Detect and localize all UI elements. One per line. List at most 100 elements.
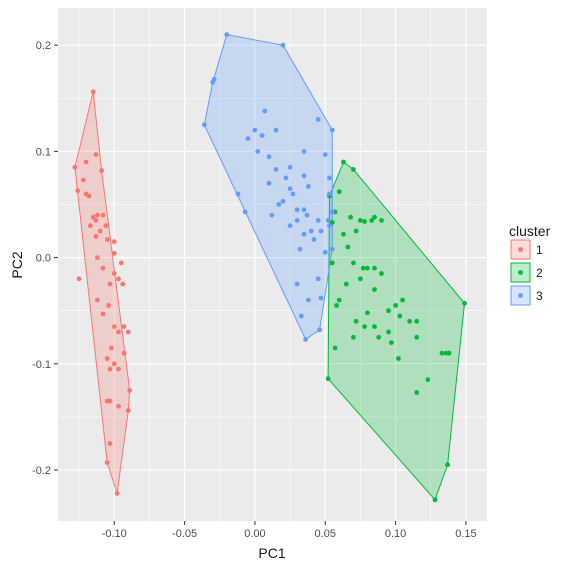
- cluster-3-point: [311, 237, 317, 242]
- cluster-1-point: [104, 237, 110, 242]
- cluster-3-point: [325, 218, 331, 223]
- cluster-2-point: [372, 214, 377, 220]
- cluster-1-point: [80, 177, 86, 183]
- cluster-2-point: [325, 376, 331, 382]
- y-axis-title: PC2: [9, 251, 25, 278]
- cluster-1-hull: [74, 91, 131, 494]
- cluster-2-point: [445, 462, 450, 468]
- x-tick-label: -0.10: [102, 528, 127, 540]
- cluster-1-point: [109, 345, 114, 351]
- legend-key-point-1: [518, 247, 523, 252]
- cluster-3-point: [273, 127, 279, 133]
- cluster-3-point: [266, 154, 272, 160]
- cluster-1-point: [111, 271, 117, 276]
- cluster-3-point: [294, 207, 300, 213]
- cluster-3-point: [235, 191, 241, 197]
- cluster-3-point: [315, 117, 321, 122]
- cluster-3-point: [304, 212, 310, 218]
- cluster-2-point: [336, 297, 342, 303]
- cluster-1-point: [90, 214, 96, 220]
- cluster-3-point: [287, 164, 293, 170]
- cluster-1-point: [116, 276, 121, 282]
- legend: cluster 1 2 3: [509, 223, 551, 306]
- cluster-2-point: [393, 303, 398, 308]
- plot-panel: [58, 8, 487, 521]
- cluster-3-point: [266, 180, 272, 186]
- cluster-2-point: [365, 310, 370, 316]
- cluster-2-point: [360, 265, 366, 271]
- legend-title: cluster: [509, 223, 551, 239]
- cluster-2-point: [348, 214, 353, 220]
- cluster-1-point: [100, 212, 106, 218]
- cluster-2-point: [369, 218, 375, 223]
- cluster-1-point: [104, 460, 110, 465]
- cluster-2-point: [386, 308, 391, 314]
- y-tick-label: 0.1: [36, 146, 51, 158]
- cluster-2-point: [372, 265, 377, 271]
- cluster-1-point: [118, 260, 124, 266]
- cluster-2-point: [396, 356, 401, 361]
- cluster-2-point: [443, 350, 449, 356]
- cluster-1-point: [93, 234, 99, 239]
- y-axis-ticks: -0.2 -0.1 0.0 0.1 0.2: [32, 40, 58, 477]
- cluster-3-point: [306, 184, 311, 189]
- cluster-3-point: [322, 249, 328, 255]
- cluster-2-point: [379, 271, 384, 276]
- cluster-1-point: [111, 324, 117, 329]
- cluster-hulls: [74, 34, 466, 501]
- cluster-3-point: [301, 207, 307, 213]
- cluster-2-point: [343, 281, 349, 287]
- cluster-2-point: [432, 497, 438, 503]
- cluster-3-point: [301, 231, 307, 237]
- cluster-3-point: [329, 246, 335, 252]
- cluster-2-point: [439, 350, 445, 356]
- cluster-3-point: [210, 79, 216, 85]
- cluster-2-point: [351, 334, 356, 340]
- cluster-3-point: [252, 127, 258, 133]
- cluster-2-point: [400, 297, 405, 303]
- cluster-1-point: [111, 239, 117, 245]
- cluster-3-point: [308, 228, 314, 234]
- cluster-2-point: [379, 218, 384, 223]
- cluster-3-point: [306, 297, 311, 303]
- x-axis-ticks: -0.10 -0.05 0.00 0.05 0.10 0.15: [102, 521, 477, 540]
- cluster-2-point: [329, 260, 335, 266]
- cluster-3-point: [242, 209, 248, 215]
- cluster-3-point: [280, 198, 286, 204]
- cluster-1-point: [99, 168, 104, 173]
- cluster-3-point: [301, 149, 307, 154]
- cluster-3-point: [329, 127, 335, 133]
- cluster-1-point: [125, 329, 131, 335]
- cluster-2-point: [462, 300, 467, 306]
- cluster-2-point: [372, 324, 377, 329]
- cluster-3-point: [201, 122, 207, 128]
- cluster-3-point: [327, 175, 332, 181]
- cluster-2-point: [345, 244, 351, 250]
- cluster-2-point: [334, 303, 339, 308]
- cluster-1-point: [95, 255, 100, 260]
- cluster-2-point: [372, 287, 377, 292]
- legend-key-point-2: [518, 270, 523, 275]
- cluster-3-point: [301, 173, 307, 179]
- cluster-1-point: [121, 324, 127, 329]
- cluster-1-point: [111, 250, 117, 256]
- x-tick-label: 0.05: [315, 528, 336, 540]
- cluster-1-point: [95, 297, 100, 303]
- cluster-1-point: [125, 408, 131, 413]
- cluster-2-point: [351, 260, 356, 266]
- cluster-1-point: [107, 441, 113, 446]
- cluster-3-point: [287, 186, 293, 192]
- cluster-3-point: [280, 42, 286, 48]
- cluster-1-point: [107, 366, 113, 372]
- y-tick-label: 0.0: [36, 253, 51, 265]
- cluster-1-point: [121, 350, 127, 356]
- cluster-2-point: [397, 313, 403, 319]
- cluster-1-point: [83, 159, 89, 165]
- cluster-2-point: [365, 265, 370, 271]
- legend-key-point-3: [518, 293, 523, 298]
- x-tick-label: 0.10: [385, 528, 406, 540]
- cluster-1-point: [111, 361, 117, 367]
- legend-label-1: 1: [536, 243, 543, 257]
- cluster-3-point: [318, 295, 324, 301]
